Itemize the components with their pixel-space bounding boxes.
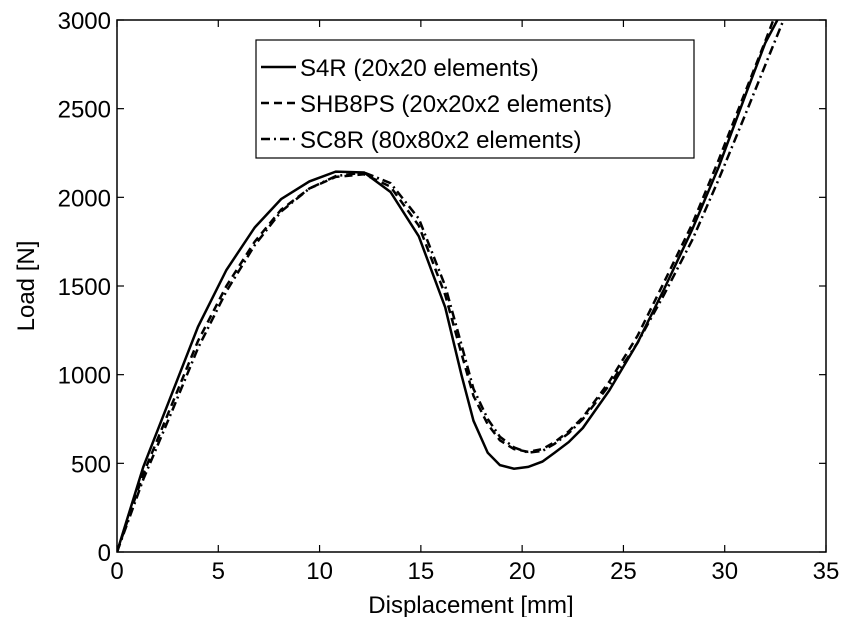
axes: 0 5 10 15 20 25 30 35 0 500 1000 1500 2000 2500 3000	[58, 8, 840, 585]
x-axis-title: Displacement [mm]	[368, 592, 573, 617]
x-tick-label: 0	[110, 558, 123, 585]
x-tick-label: 10	[306, 558, 333, 585]
y-tick-label: 2500	[58, 97, 111, 124]
y-tick-label: 1500	[58, 274, 111, 301]
x-tick-label: 25	[610, 558, 637, 585]
plot-area	[117, 20, 785, 552]
legend-label-3: SC8R (80x80x2 elements)	[300, 127, 581, 154]
x-tick-label: 30	[711, 558, 738, 585]
legend-label-2: SHB8PS (20x20x2 elements)	[300, 91, 612, 118]
y-tick-label: 2000	[58, 185, 111, 212]
series-line-2	[117, 20, 775, 552]
legend-label-1: S4R (20x20 elements)	[300, 55, 539, 82]
legend-box	[255, 39, 695, 159]
y-tick-label: 1000	[58, 363, 111, 390]
series-line-3	[117, 20, 785, 552]
x-tick-label: 20	[509, 558, 536, 585]
y-tick-label: 3000	[58, 8, 111, 35]
y-axis-title: Load [N]	[13, 241, 40, 332]
legend: S4R (20x20 elements) SHB8PS (20x20x2 elem…	[255, 39, 695, 159]
x-tick-label: 5	[212, 558, 225, 585]
y-tick-label: 0	[98, 540, 111, 567]
series-line-1	[117, 20, 779, 552]
y-tick-label: 500	[71, 451, 111, 478]
x-tick-label: 15	[408, 558, 435, 585]
x-tick-label: 35	[813, 558, 840, 585]
